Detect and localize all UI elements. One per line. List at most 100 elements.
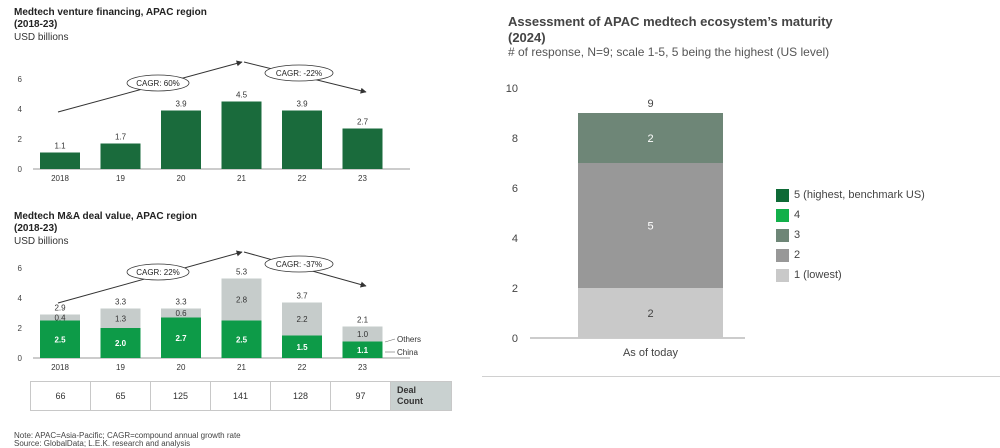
ma-bar-others bbox=[161, 308, 201, 318]
deal-label-line1: Deal bbox=[397, 385, 417, 395]
legend-swatch bbox=[776, 268, 789, 282]
legend-swatch bbox=[776, 228, 789, 242]
cagr-label: CAGR: 22% bbox=[136, 268, 180, 277]
venture-value-label: 2.7 bbox=[357, 118, 369, 127]
note-text: Note: APAC=Asia-Pacific; CAGR=compound a… bbox=[14, 431, 241, 440]
legend-label: 5 (highest, benchmark US) bbox=[794, 189, 925, 201]
legend-china: China bbox=[397, 348, 418, 357]
legend-item-4: 4 bbox=[776, 205, 925, 225]
x-tick-label: 19 bbox=[116, 363, 125, 372]
ma-value-label-china: 2.5 bbox=[236, 335, 248, 344]
legend-swatch bbox=[776, 208, 789, 222]
x-tick-label: 23 bbox=[358, 174, 367, 183]
venture-subtitle-text: (2018-23) bbox=[14, 19, 58, 30]
x-tick-label: 22 bbox=[298, 174, 307, 183]
y-tick-label: 2 bbox=[18, 324, 23, 333]
ma-value-label-china: 2.7 bbox=[175, 334, 187, 343]
x-tick-label: 20 bbox=[177, 174, 186, 183]
deal-label-line2: Count bbox=[397, 396, 423, 406]
ma-chart-title: Medtech M&A deal value, APAC region (201… bbox=[14, 211, 197, 235]
legend-item-2: 2 bbox=[776, 245, 925, 265]
maturity-segment-label: 5 bbox=[647, 221, 653, 233]
x-tick-label: 2018 bbox=[51, 174, 69, 183]
ma-bar-others bbox=[221, 278, 262, 321]
y-tick-label: 6 bbox=[18, 75, 23, 84]
cagr-label: CAGR: 60% bbox=[136, 79, 180, 88]
ma-value-label-others: 0.4 bbox=[54, 314, 66, 323]
venture-chart-title: Medtech venture financing, APAC region (… bbox=[14, 7, 207, 31]
y-tick-label: 4 bbox=[18, 105, 23, 114]
ma-value-label-others: 2.8 bbox=[236, 296, 248, 305]
ma-value-label-others: 1.3 bbox=[115, 314, 127, 323]
legend-item-5: 5 (highest, benchmark US) bbox=[776, 185, 925, 205]
legend-label: 4 bbox=[794, 209, 801, 221]
ma-value-label-china: 1.1 bbox=[357, 346, 369, 355]
ma-value-label-others: 0.6 bbox=[175, 309, 187, 318]
maturity-total-label: 9 bbox=[647, 98, 653, 110]
x-tick-label: 19 bbox=[116, 174, 125, 183]
legend-label: 3 bbox=[794, 229, 801, 241]
venture-bar bbox=[221, 101, 262, 169]
y-tick-label: 0 bbox=[18, 165, 23, 174]
deal-count-cell: 66 bbox=[30, 381, 91, 411]
deal-count-cell: 97 bbox=[330, 381, 391, 411]
ma-total-label: 5.3 bbox=[236, 268, 248, 277]
cagr-bubble bbox=[264, 255, 334, 273]
cagr-bubble bbox=[126, 74, 190, 92]
x-tick-label: 21 bbox=[237, 174, 246, 183]
cagr-label: CAGR: -37% bbox=[276, 260, 322, 269]
ma-value-label-china: 2.5 bbox=[54, 335, 66, 344]
cagr-bubble bbox=[264, 64, 334, 82]
ma-total-label: 2.9 bbox=[54, 304, 66, 313]
deal-count-cell: 141 bbox=[210, 381, 271, 411]
maturity-segment-label: 2 bbox=[647, 133, 653, 145]
source-text: Source: GlobalData; L.E.K. research and … bbox=[14, 439, 191, 448]
legend-leader bbox=[384, 338, 396, 343]
deal-count-cell: 125 bbox=[150, 381, 211, 411]
y-tick-label: 10 bbox=[506, 83, 518, 95]
venture-value-label: 1.1 bbox=[54, 142, 66, 151]
ma-deal-value-chart: 0 2 4 6 2.5 0.42.9 2018 2.0 1.3 3.3 19 2.7 0.6 3.3 20 2… bbox=[18, 250, 421, 372]
venture-value-label: 3.9 bbox=[175, 100, 187, 109]
maturity-legend: 5 (highest, benchmark US) 4 3 2 1 (lowes… bbox=[776, 185, 925, 285]
ma-bar-china bbox=[282, 335, 322, 358]
y-tick-label: 0 bbox=[512, 333, 518, 345]
ma-title-text: Medtech M&A deal value, APAC region bbox=[14, 211, 197, 222]
legend-swatch bbox=[776, 188, 789, 202]
venture-bar bbox=[161, 110, 201, 169]
ma-ylabel: USD billions bbox=[14, 236, 69, 247]
venture-bar bbox=[100, 143, 141, 169]
ma-total-label: 2.1 bbox=[357, 316, 369, 325]
venture-ylabel: USD billions bbox=[14, 32, 69, 43]
legend-others: Others bbox=[397, 335, 421, 344]
venture-financing-chart: 0 2 4 6 1.1 2018 1.7 19 3.9 20 4.5 21 3.9 22 2.7 23 CAGR… bbox=[18, 60, 410, 183]
y-tick-label: 4 bbox=[512, 233, 518, 245]
x-tick-label: 2018 bbox=[51, 363, 69, 372]
ma-value-label-others: 1.0 bbox=[357, 330, 369, 339]
ma-bar-others bbox=[40, 314, 80, 321]
ma-value-label-china: 1.5 bbox=[296, 343, 308, 352]
venture-title-text: Medtech venture financing, APAC region bbox=[14, 7, 207, 18]
ma-bar-others bbox=[342, 326, 383, 342]
venture-value-label: 3.9 bbox=[296, 100, 308, 109]
maturity-segment bbox=[578, 163, 723, 288]
deal-count-label: Deal Count bbox=[390, 381, 452, 411]
ma-bar-others bbox=[282, 302, 322, 336]
maturity-title-line2: (2024) bbox=[508, 30, 546, 45]
ma-total-label: 3.3 bbox=[175, 298, 187, 307]
x-tick-label: 21 bbox=[237, 363, 246, 372]
venture-value-label: 4.5 bbox=[236, 91, 248, 100]
legend-item-1: 1 (lowest) bbox=[776, 265, 925, 285]
ma-bar-china bbox=[342, 341, 383, 358]
ma-bar-others bbox=[100, 308, 141, 328]
maturity-title-line1: Assessment of APAC medtech ecosystem’s m… bbox=[508, 14, 833, 29]
deal-count-cell: 128 bbox=[270, 381, 331, 411]
venture-value-label: 1.7 bbox=[115, 133, 127, 142]
cagr-label: CAGR: -22% bbox=[276, 69, 322, 78]
legend-label: 1 (lowest) bbox=[794, 269, 842, 281]
y-tick-label: 0 bbox=[18, 354, 23, 363]
ma-value-label-others: 2.2 bbox=[296, 315, 308, 324]
venture-bar bbox=[282, 110, 322, 169]
x-tick-label: 23 bbox=[358, 363, 367, 372]
ma-total-label: 3.3 bbox=[115, 298, 127, 307]
